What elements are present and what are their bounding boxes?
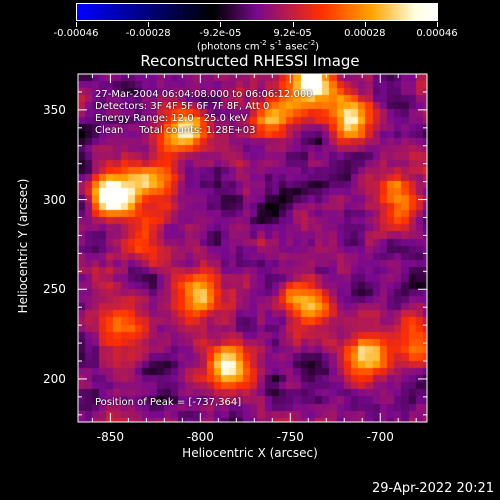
info-counts: Clean Total counts: 1.28E+03: [95, 125, 256, 136]
x-tick-label: -700: [366, 430, 394, 444]
colorbar: [76, 3, 438, 21]
colorbar-tick-label: 9.2e-05: [273, 28, 312, 39]
timestamp: 29-Apr-2022 20:21: [372, 481, 494, 496]
info-energy-range: Energy Range: 12.0 - 25.0 keV: [95, 113, 248, 124]
x-tick-label: -800: [186, 430, 214, 444]
y-tick-label: 250: [43, 282, 66, 297]
colorbar-tick-label: 0.00028: [344, 28, 386, 39]
colorbar-unit-label: (photons cm-2 s-1 asec-2): [196, 39, 320, 53]
x-tick-label: -750: [276, 430, 304, 444]
y-tick-label: 300: [43, 192, 66, 207]
info-time-range: 27-Mar-2004 06:04:08.000 to 06:06:12.000: [95, 89, 313, 100]
y-axis-label: Heliocentric Y (arcsec): [16, 178, 30, 314]
colorbar-tick-label: -0.00028: [125, 28, 171, 39]
colorbar-tick: [220, 22, 222, 27]
colorbar-tick: [437, 22, 438, 27]
plot-title: Reconstructed RHESSI Image: [140, 52, 360, 70]
colorbar-tick: [76, 22, 77, 27]
plot-frame: [77, 73, 428, 423]
y-tick-label: 200: [43, 371, 66, 386]
colorbar-tick: [292, 22, 294, 27]
peak-position: Position of Peak = [-737,364]: [95, 397, 242, 408]
x-axis-label: Heliocentric X (arcsec): [182, 446, 318, 460]
y-tick-label: 350: [43, 102, 66, 117]
info-detectors: Detectors: 3F 4F 5F 6F 7F 8F, Att 0: [95, 101, 270, 112]
colorbar-tick-label: 0.00046: [416, 28, 458, 39]
axis-ticks: [78, 73, 427, 422]
colorbar-tick-label: -0.00046: [53, 28, 99, 39]
rhessi-image: [78, 74, 427, 422]
colorbar-tick: [148, 22, 150, 27]
colorbar-tick-label: -9.2e-05: [199, 28, 242, 39]
x-tick-label: -850: [96, 430, 124, 444]
colorbar-tick: [364, 22, 366, 27]
